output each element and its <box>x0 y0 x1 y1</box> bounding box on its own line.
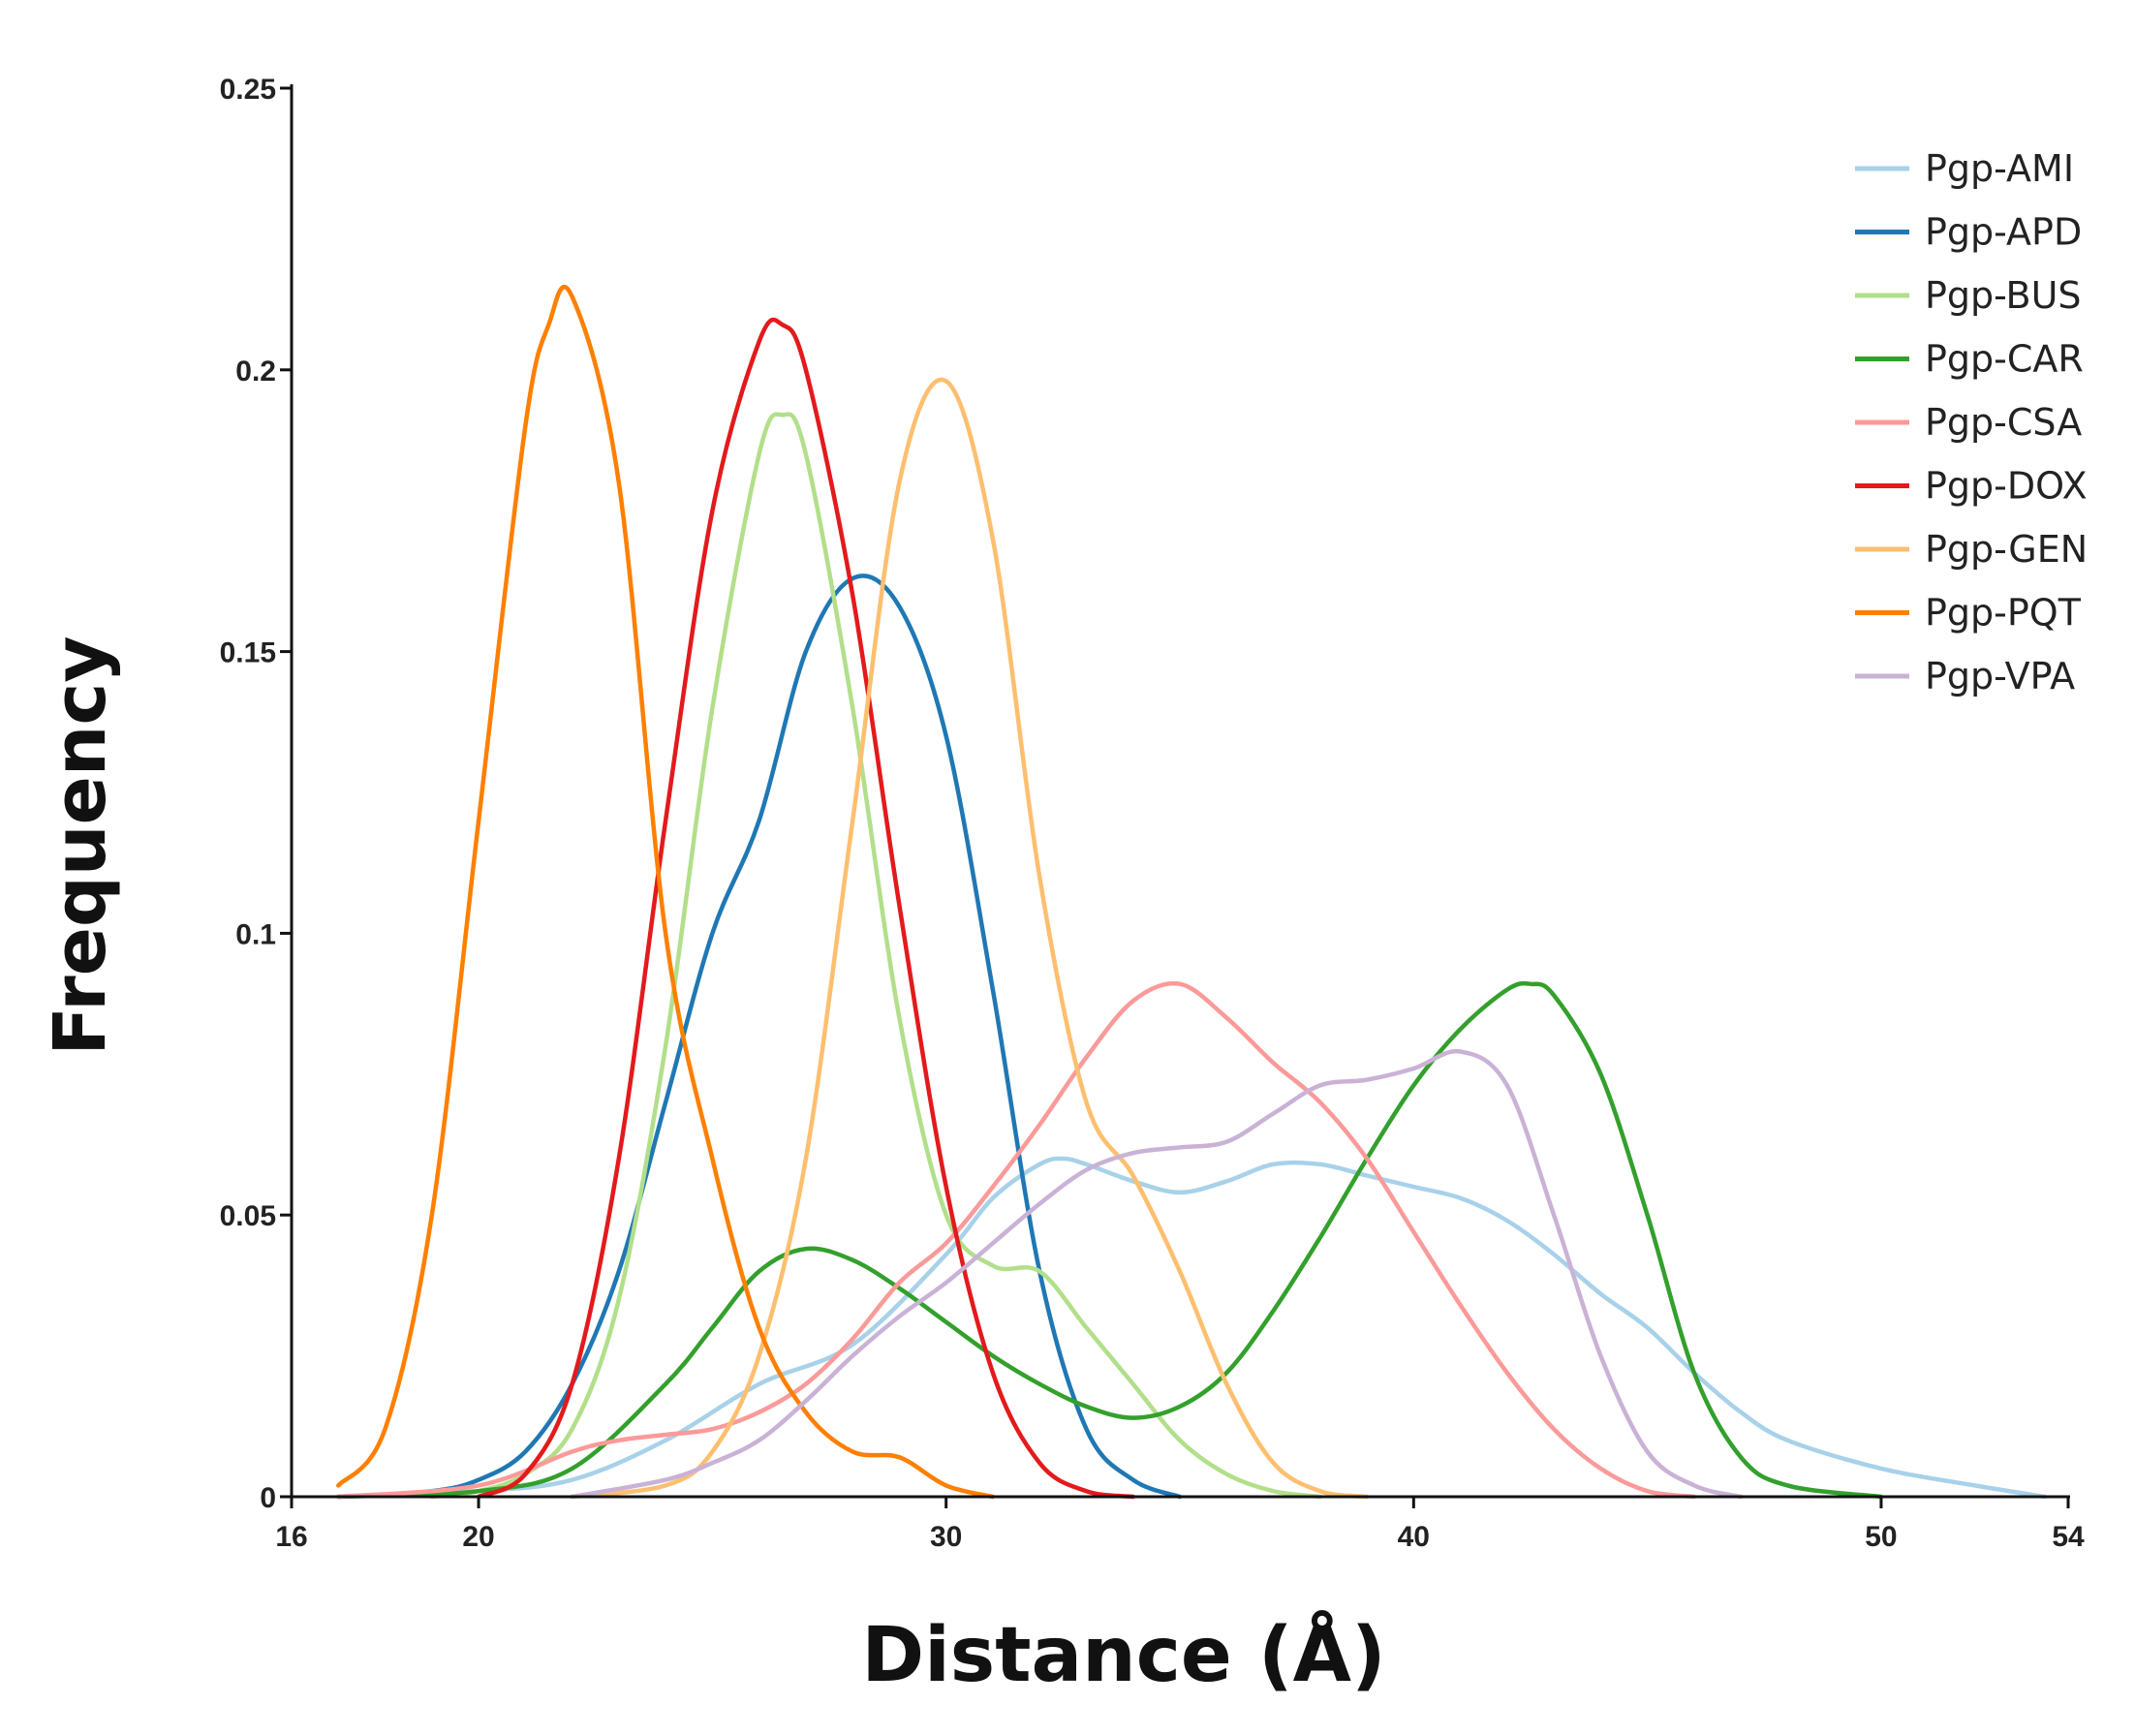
legend-label: Pgp-CSA <box>1925 401 2082 444</box>
legend-label: Pgp-DOX <box>1925 465 2088 508</box>
legend-label: Pgp-BUS <box>1925 274 2082 317</box>
series-line-pgp-gen <box>570 377 1370 1500</box>
legend-label: Pgp-GEN <box>1925 528 2088 571</box>
legend-item: Pgp-DOX <box>1855 465 2088 508</box>
y-tick-label: 0.05 <box>220 1200 276 1232</box>
y-tick-label: 0 <box>260 1482 276 1514</box>
legend-label: Pgp-VPA <box>1925 655 2075 698</box>
legend-item: Pgp-AMI <box>1855 147 2074 190</box>
series-line-pgp-dox <box>476 317 1135 1500</box>
legend-label: Pgp-APD <box>1925 211 2082 254</box>
legend-item: Pgp-VPA <box>1855 655 2075 698</box>
series-line-pgp-bus <box>429 412 1323 1500</box>
series-line-pgp-csa <box>336 980 1697 1500</box>
plot-area <box>336 285 2048 1500</box>
legend-item: Pgp-BUS <box>1855 274 2082 317</box>
y-tick-label: 0.1 <box>235 918 276 950</box>
x-tick-label: 54 <box>2052 1521 2085 1553</box>
axes <box>290 84 2070 1499</box>
legend-item: Pgp-GEN <box>1855 528 2088 571</box>
legend-item: Pgp-CAR <box>1855 338 2084 381</box>
y-tick-label: 0.15 <box>220 637 276 669</box>
legend-label: Pgp-AMI <box>1925 147 2074 190</box>
series-line-pgp-ami <box>336 1156 2048 1500</box>
series-line-pgp-pqt <box>336 285 996 1500</box>
x-tick-label: 20 <box>462 1521 494 1553</box>
legend-item: Pgp-PQT <box>1855 592 2082 635</box>
series-line-pgp-apd <box>336 574 1183 1500</box>
series-line-pgp-vpa <box>570 1048 1744 1500</box>
legend-label: Pgp-PQT <box>1925 592 2082 635</box>
x-tick-label: 16 <box>275 1521 307 1553</box>
x-axis-title: Distance (Å) <box>861 1610 1385 1699</box>
x-tick-label: 50 <box>1865 1521 1897 1553</box>
x-tick-label: 30 <box>930 1521 962 1553</box>
x-tick-label: 40 <box>1398 1521 1430 1553</box>
legend-label: Pgp-CAR <box>1925 338 2084 381</box>
series-line-pgp-car <box>336 980 1884 1500</box>
legend: Pgp-AMI Pgp-APD Pgp-BUS Pgp-CAR Pgp-CSA Pgp-D… <box>1855 147 2088 698</box>
y-tick-label: 0.2 <box>235 356 276 388</box>
tick-marks: 16 20 30 40 50 54 0 0.05 0.1 0.15 0.2 0.25 <box>220 74 2085 1553</box>
y-axis-title: Frequency <box>39 636 122 1055</box>
legend-item: Pgp-APD <box>1855 211 2082 254</box>
y-tick-label: 0.25 <box>220 74 276 106</box>
legend-item: Pgp-CSA <box>1855 401 2082 444</box>
